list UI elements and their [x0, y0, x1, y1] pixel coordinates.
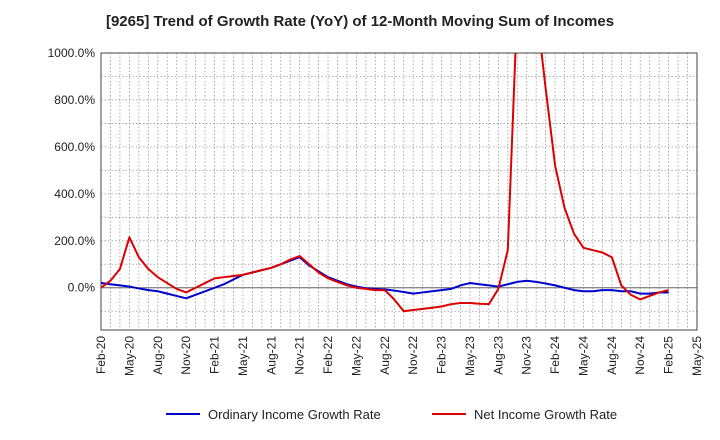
x-tick-label: Nov-24: [633, 336, 647, 375]
x-tick-label: May-25: [690, 336, 704, 376]
x-tick-label: May-24: [576, 336, 590, 376]
chart-title: [9265] Trend of Growth Rate (YoY) of 12-…: [105, 13, 615, 30]
y-tick-label: 400.0%: [54, 187, 95, 201]
y-tick-label: 0.0%: [68, 281, 96, 295]
x-tick-label: Nov-22: [406, 336, 420, 375]
legend-label: Ordinary Income Growth Rate: [208, 407, 381, 422]
y-tick-label: 800.0%: [54, 93, 95, 107]
x-tick-label: May-21: [236, 336, 250, 376]
x-tick-label: Aug-20: [151, 336, 165, 375]
y-tick-label: 200.0%: [54, 234, 95, 248]
x-tick-label: Aug-24: [605, 336, 619, 375]
x-tick-label: Nov-21: [293, 336, 307, 375]
plot-border: [100, 52, 698, 331]
x-tick-label: Aug-23: [491, 336, 505, 375]
plot-area: [101, 53, 697, 330]
x-tick-label: Feb-25: [662, 336, 676, 374]
x-tick-label: Nov-20: [179, 336, 193, 375]
legend-label: Net Income Growth Rate: [474, 407, 617, 422]
x-tick-label: May-20: [122, 336, 136, 376]
x-tick-label: May-23: [463, 336, 477, 376]
x-tick-label: Feb-20: [94, 336, 108, 374]
x-tick-label: Feb-21: [208, 336, 222, 374]
x-tick-label: May-22: [349, 336, 363, 376]
series-line-1: [101, 53, 669, 313]
x-tick-label: Aug-22: [378, 336, 392, 375]
y-tick-label: 600.0%: [54, 140, 95, 154]
x-tick-label: Aug-21: [264, 336, 278, 375]
y-tick-label: 1000.0%: [48, 46, 96, 60]
x-tick-label: Feb-23: [435, 336, 449, 374]
x-tick-label: Nov-23: [520, 336, 534, 375]
x-tick-label: Feb-24: [548, 336, 562, 374]
x-tick-label: Feb-22: [321, 336, 335, 374]
